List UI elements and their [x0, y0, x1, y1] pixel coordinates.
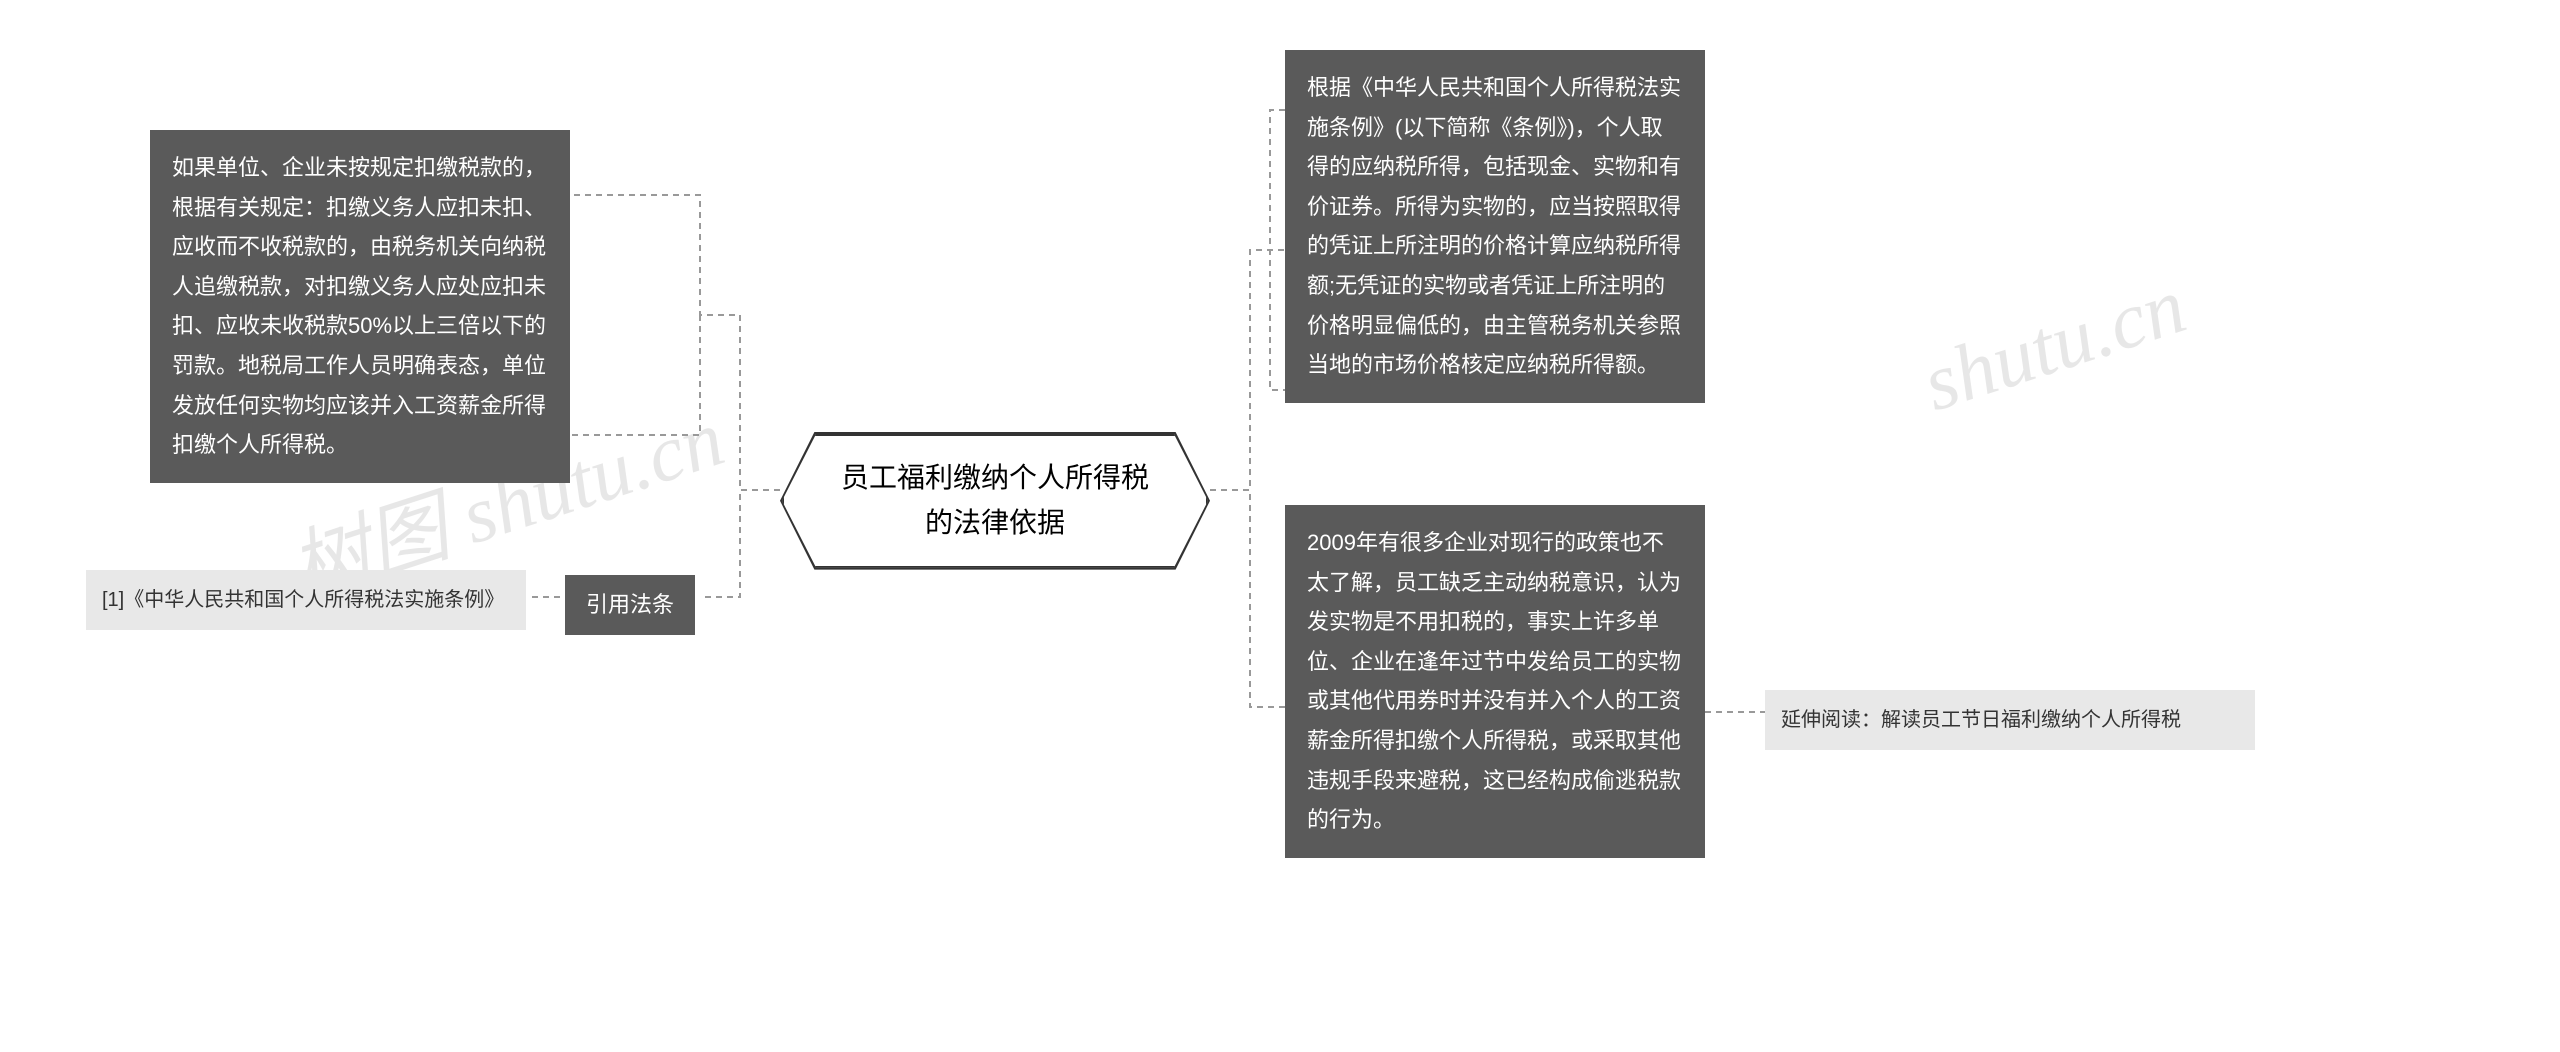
left-box-penalty[interactable]: 如果单位、企业未按规定扣缴税款的，根据有关规定：扣缴义务人应扣未扣、应收而不收税…: [150, 130, 570, 483]
left-box-cite-label-text: 引用法条: [586, 592, 674, 617]
center-title-line2: 的法律依据: [814, 501, 1176, 546]
center-title-line1: 员工福利缴纳个人所得税: [814, 456, 1176, 501]
right-box-2009[interactable]: 2009年有很多企业对现行的政策也不太了解，员工缺乏主动纳税意识，认为发实物是不…: [1285, 505, 1705, 858]
left-box-cite-label[interactable]: 引用法条: [565, 575, 695, 635]
left-box-citation[interactable]: [1]《中华人民共和国个人所得税法实施条例》: [86, 570, 526, 630]
right-box-extended-text: 延伸阅读：解读员工节日福利缴纳个人所得税: [1781, 709, 2181, 731]
left-box-citation-text: [1]《中华人民共和国个人所得税法实施条例》: [102, 589, 504, 611]
center-node[interactable]: 员工福利缴纳个人所得税 的法律依据: [782, 434, 1208, 568]
left-box-penalty-text: 如果单位、企业未按规定扣缴税款的，根据有关规定：扣缴义务人应扣未扣、应收而不收税…: [172, 155, 546, 457]
center-node-wrap: 员工福利缴纳个人所得税 的法律依据: [780, 432, 1210, 570]
right-box-regulation-text: 根据《中华人民共和国个人所得税法实施条例》(以下简称《条例》)，个人取得的应纳税…: [1307, 75, 1681, 377]
right-box-regulation[interactable]: 根据《中华人民共和国个人所得税法实施条例》(以下简称《条例》)，个人取得的应纳税…: [1285, 50, 1705, 403]
right-box-2009-text: 2009年有很多企业对现行的政策也不太了解，员工缺乏主动纳税意识，认为发实物是不…: [1307, 530, 1681, 832]
right-box-extended[interactable]: 延伸阅读：解读员工节日福利缴纳个人所得税: [1765, 690, 2255, 750]
